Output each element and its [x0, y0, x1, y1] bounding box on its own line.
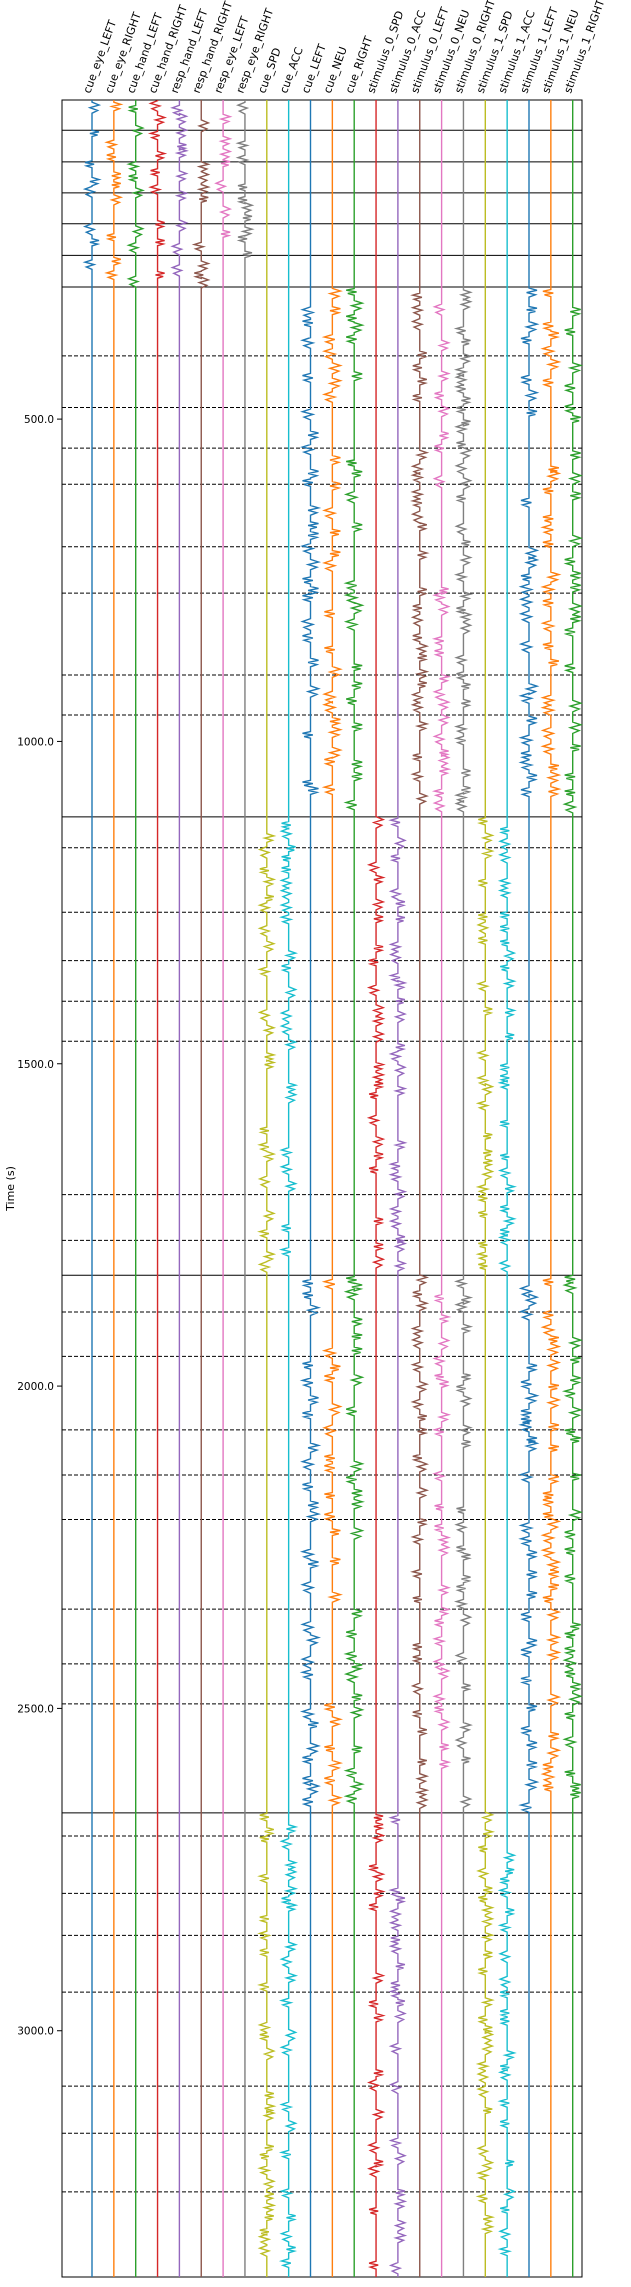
trace-stimulus-0-acc — [388, 100, 408, 2277]
boundary-lines — [62, 99, 582, 2278]
trace-resp-hand-left — [170, 100, 189, 2277]
channel-labels: cue_eye_LEFTcue_eye_RIGHTcue_hand_LEFTcu… — [81, 0, 608, 95]
y-axis: 500.0 1000.0 1500.0 2000.0 2500.0 3000.0 — [17, 414, 62, 2038]
trace-resp-hand-right — [191, 100, 211, 2277]
y-tick-label: 1500.0 — [17, 1059, 54, 1071]
y-tick-label: 3000.0 — [17, 2026, 54, 2038]
trace-stimulus-1-acc — [497, 100, 517, 2277]
trace-stimulus-0-left — [410, 100, 430, 2277]
trace-cue-hand-left — [126, 100, 146, 2277]
trace-cue-hand-right — [147, 100, 168, 2277]
plot-border — [61, 99, 583, 2278]
trace-stimulus-0-right — [453, 100, 474, 2277]
trace-cue-left — [299, 100, 322, 2277]
trace-stimulus-1-neu — [540, 100, 562, 2277]
y-tick-label: 1000.0 — [17, 736, 54, 748]
trace-cue-neu — [321, 100, 344, 2277]
trace-resp-eye-left — [214, 100, 233, 2277]
trace-stimulus-0-spd — [366, 100, 386, 2277]
trace-cue-eye-left — [82, 100, 102, 2277]
plot-frame — [61, 99, 583, 2278]
channel-traces — [82, 100, 584, 2277]
trace-resp-eye-right — [235, 100, 255, 2277]
trace-cue-acc — [278, 100, 299, 2277]
y-axis-label: Time (s) — [4, 1166, 17, 1212]
trace-cue-spd — [257, 100, 277, 2277]
y-tick-label: 2500.0 — [17, 1703, 54, 1715]
trace-cue-right — [343, 100, 365, 2277]
y-tick-label: 2000.0 — [17, 1381, 54, 1393]
trace-cue-eye-right — [104, 100, 124, 2277]
trace-stimulus-1-right — [561, 100, 584, 2277]
trace-stimulus-0-neu — [431, 100, 452, 2277]
trace-stimulus-1-left — [518, 100, 540, 2277]
trace-stimulus-1-spd — [475, 100, 496, 2277]
y-tick-label: 500.0 — [24, 414, 54, 426]
